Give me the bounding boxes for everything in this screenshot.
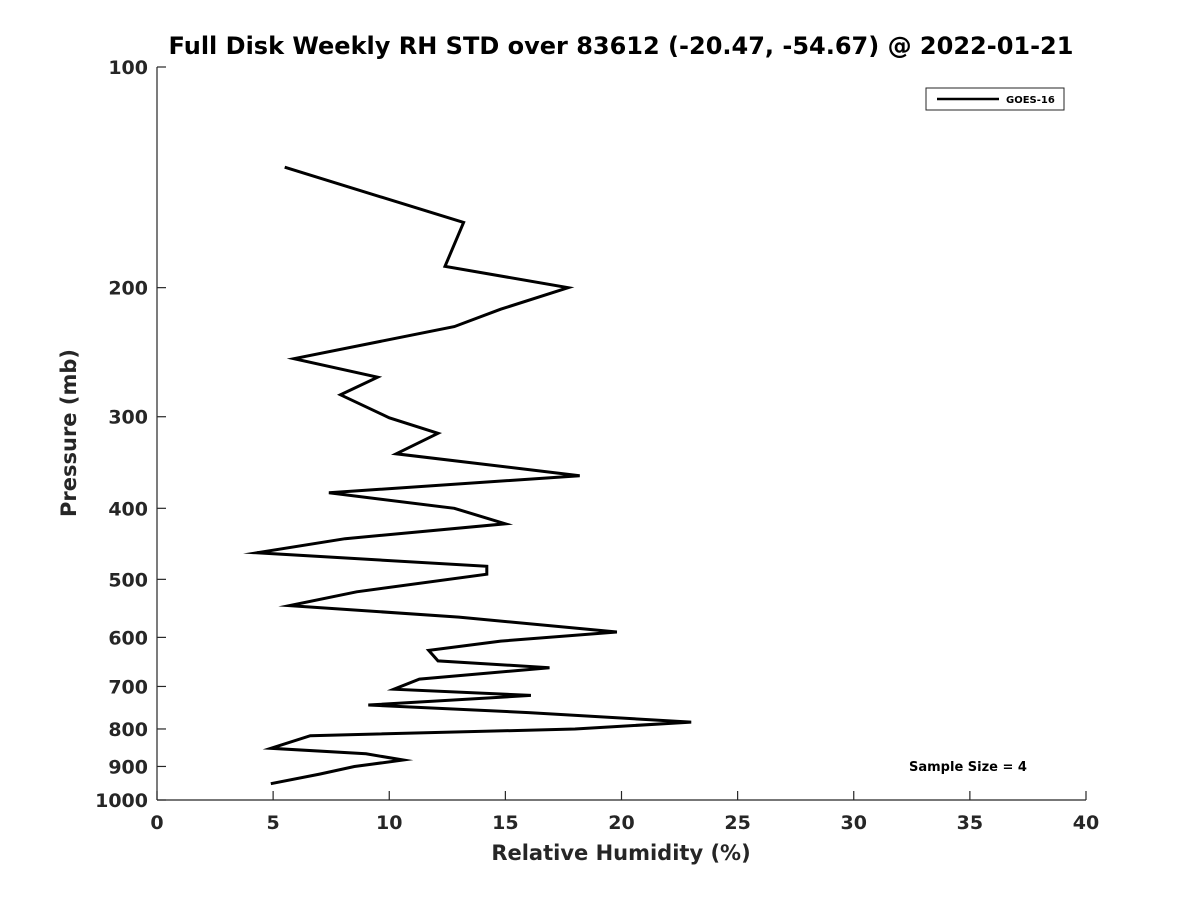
y-tick-label: 400 bbox=[108, 498, 148, 520]
y-tick-label: 700 bbox=[108, 676, 148, 698]
legend: GOES-16 bbox=[925, 87, 1065, 111]
x-tick-label: 0 bbox=[150, 812, 163, 834]
x-tick-label: 20 bbox=[608, 812, 634, 834]
y-tick-label: 500 bbox=[108, 569, 148, 591]
series-line-goes-16 bbox=[243, 165, 692, 786]
y-axis-label: Pressure (mb) bbox=[57, 349, 81, 517]
chart-title: Full Disk Weekly RH STD over 83612 (-20.… bbox=[169, 32, 1074, 60]
y-tick-label: 800 bbox=[108, 719, 148, 741]
x-tick-label: 30 bbox=[841, 812, 867, 834]
x-tick-label: 15 bbox=[492, 812, 518, 834]
x-tick-label: 40 bbox=[1073, 812, 1099, 834]
sample-size-annotation: Sample Size = 4 bbox=[909, 760, 1027, 775]
y-tick-label: 200 bbox=[108, 278, 148, 300]
x-axis-ticks: 0 5 10 15 20 25 30 35 40 bbox=[150, 791, 1099, 834]
x-tick-label: 5 bbox=[267, 812, 280, 834]
y-tick-label: 1000 bbox=[95, 790, 148, 812]
legend-label-goes-16: GOES-16 bbox=[1006, 95, 1055, 106]
y-tick-label: 600 bbox=[108, 627, 148, 649]
x-tick-label: 10 bbox=[376, 812, 402, 834]
x-tick-label: 35 bbox=[957, 812, 983, 834]
x-axis-label: Relative Humidity (%) bbox=[491, 841, 750, 865]
x-tick-label: 25 bbox=[724, 812, 750, 834]
y-tick-label: 900 bbox=[108, 756, 148, 778]
y-tick-label: 300 bbox=[108, 407, 148, 429]
series-layer bbox=[243, 165, 692, 786]
y-axis-ticks: 100 200 300 400 500 600 700 800 900 1000 bbox=[95, 57, 166, 812]
y-tick-label: 100 bbox=[108, 57, 148, 79]
